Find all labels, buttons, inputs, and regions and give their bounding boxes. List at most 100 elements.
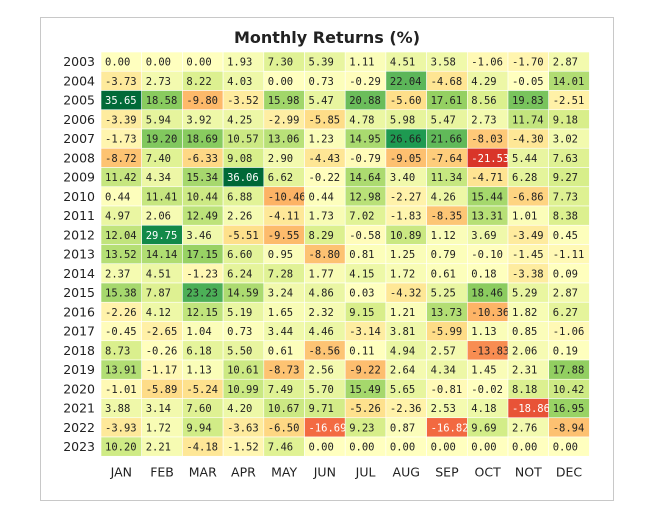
cell-label-2003-jan: 0.00 [105,57,130,69]
cell-label-2010-dec: 7.73 [553,191,578,203]
cell-label-2008-not: 5.44 [512,153,537,165]
cell-label-2018-not: 2.06 [512,345,537,357]
cell-label-2021-jan: 3.88 [105,403,130,415]
cell-label-2008-aug: -9.05 [390,153,422,165]
cell-label-2022-aug: 0.87 [390,422,415,434]
cell-label-2011-jun: 1.73 [309,211,334,223]
cell-label-2021-not: -18.86 [512,403,550,415]
cell-label-2023-jun: 0.00 [309,442,334,454]
cell-label-2022-oct: 9.69 [471,422,496,434]
column-label-may: MAY [271,464,297,479]
row-label-2014: 2014 [63,266,95,281]
cell-label-2015-not: 5.29 [512,288,537,300]
cell-label-2020-not: 8.18 [512,384,537,396]
cell-label-2012-may: -9.55 [268,230,300,242]
cell-label-2017-feb: -2.65 [146,326,178,338]
cell-label-2010-jan: 0.44 [105,191,130,203]
cell-label-2014-mar: -1.23 [186,268,218,280]
cell-label-2012-jul: -0.58 [349,230,381,242]
cell-label-2015-aug: -4.32 [390,288,422,300]
row-label-2018: 2018 [63,343,95,358]
cell-label-2005-may: 15.98 [268,95,300,107]
cell-label-2006-jun: -5.85 [309,114,341,126]
cell-label-2012-apr: -5.51 [227,230,259,242]
cell-label-2011-sep: -8.35 [431,211,463,223]
cell-label-2006-sep: 5.47 [431,114,456,126]
cell-label-2014-jun: 1.77 [309,268,334,280]
cell-label-2009-dec: 9.27 [553,172,578,184]
cell-label-2012-jun: 8.29 [309,230,334,242]
cell-label-2023-sep: 0.00 [431,442,456,454]
cell-label-2007-feb: 19.20 [146,134,178,146]
column-label-apr: APR [231,464,256,479]
cell-label-2010-oct: 15.44 [471,191,503,203]
cell-label-2008-mar: -6.33 [186,153,218,165]
cell-label-2020-apr: 10.99 [227,384,259,396]
cell-label-2006-not: 11.74 [512,114,544,126]
cell-label-2018-oct: -13.83 [471,345,509,357]
cell-label-2018-jun: -8.56 [309,345,341,357]
cell-label-2003-mar: 0.00 [186,57,211,69]
cell-label-2010-mar: 10.44 [186,191,218,203]
cell-label-2010-feb: 11.41 [146,191,178,203]
cell-label-2022-sep: -16.82 [431,422,469,434]
cell-label-2006-dec: 9.18 [553,114,578,126]
cell-label-2014-aug: 1.72 [390,268,415,280]
cell-label-2020-jan: -1.01 [105,384,137,396]
cell-label-2006-apr: 4.25 [227,114,252,126]
cell-label-2014-jan: 2.37 [105,268,130,280]
cell-label-2015-dec: 2.87 [553,288,578,300]
column-label-not: NOT [515,464,542,479]
cell-label-2016-aug: 1.21 [390,307,415,319]
cell-label-2007-oct: -8.03 [471,134,503,146]
cell-label-2020-jul: 15.49 [349,384,381,396]
cell-label-2013-oct: -0.10 [471,249,503,261]
cell-label-2013-feb: 14.14 [146,249,178,261]
cell-label-2011-aug: -1.83 [390,211,422,223]
cell-label-2018-apr: 5.50 [227,345,252,357]
cell-label-2005-jun: 5.47 [309,95,334,107]
cell-label-2019-may: -8.73 [268,365,300,377]
cell-label-2013-jul: 0.81 [349,249,374,261]
cell-label-2013-dec: -1.11 [553,249,585,261]
cell-label-2012-dec: 0.45 [553,230,578,242]
cell-label-2008-sep: -7.64 [431,153,463,165]
cell-label-2009-oct: -4.71 [471,172,503,184]
cell-label-2019-sep: 4.34 [431,365,456,377]
cell-label-2013-mar: 17.15 [186,249,218,261]
cell-label-2017-aug: 3.81 [390,326,415,338]
cell-label-2021-dec: 16.95 [553,403,585,415]
cell-label-2021-feb: 3.14 [146,403,171,415]
cell-label-2006-jan: -3.39 [105,114,137,126]
cell-label-2017-not: 0.85 [512,326,537,338]
cell-label-2022-mar: 9.94 [186,422,211,434]
cell-label-2013-aug: 1.25 [390,249,415,261]
cell-label-2020-aug: 5.65 [390,384,415,396]
cell-label-2012-sep: 1.12 [431,230,456,242]
cell-label-2007-apr: 10.57 [227,134,259,146]
cell-label-2003-not: -1.70 [512,57,544,69]
heatmap-cell-2023-dec [548,436,590,457]
cell-label-2015-may: 3.24 [268,288,293,300]
cell-label-2015-oct: 18.46 [471,288,503,300]
cell-label-2003-dec: 2.87 [553,57,578,69]
cell-label-2020-jun: 5.70 [309,384,334,396]
cell-label-2011-oct: 13.31 [471,211,503,223]
cell-label-2004-dec: 14.01 [553,76,585,88]
cell-label-2014-not: -3.38 [512,268,544,280]
cell-label-2021-apr: 4.20 [227,403,252,415]
cell-label-2014-jul: 4.15 [349,268,374,280]
cell-label-2004-apr: 4.03 [227,76,252,88]
cell-label-2017-mar: 1.04 [186,326,211,338]
cell-label-2007-jul: 14.95 [349,134,381,146]
cell-label-2014-apr: 6.24 [227,268,252,280]
cell-label-2012-jan: 12.04 [105,230,137,242]
cell-label-2019-aug: 2.64 [390,365,415,377]
row-label-2003: 2003 [63,54,95,69]
cell-label-2023-mar: -4.18 [186,442,218,454]
cell-label-2023-may: 7.46 [268,442,293,454]
cell-label-2007-may: 13.06 [268,134,300,146]
row-label-2007: 2007 [63,131,95,146]
row-label-2010: 2010 [63,189,95,204]
cell-label-2022-may: -6.50 [268,422,300,434]
